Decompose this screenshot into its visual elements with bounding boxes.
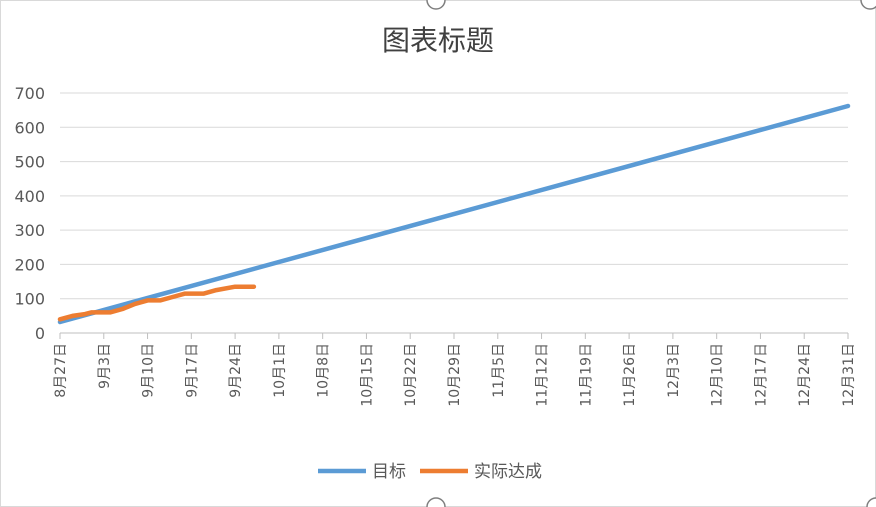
- x-axis: 8月27日 9月3日 9月10日 9月17日 9月24日 10月1日 10月8日 10月15日…: [53, 333, 857, 407]
- resize-handle-bottom-right[interactable]: [867, 498, 876, 507]
- x-tick-label: 10月1日: [272, 343, 288, 398]
- y-tick-label: 700: [14, 84, 45, 103]
- x-tick-label: 12月10日: [710, 343, 726, 407]
- plot-series: [60, 106, 848, 322]
- series-line-1: [60, 287, 254, 320]
- resize-handle-top[interactable]: [427, 0, 445, 9]
- x-tick-label: 11月12日: [535, 343, 551, 407]
- series-line-0: [60, 106, 848, 322]
- x-tick-label: 10月22日: [403, 343, 419, 407]
- x-tick-label: 11月5日: [491, 343, 507, 398]
- x-tick-label: 9月3日: [97, 343, 113, 389]
- x-tick-label: 12月17日: [753, 343, 769, 407]
- x-tick-label: 10月8日: [316, 343, 332, 398]
- legend: 目标 实际达成: [318, 462, 542, 482]
- y-tick-label: 300: [14, 221, 45, 240]
- legend-label: 目标: [372, 462, 406, 482]
- y-axis: 0 100 200 300 400 500 600 700: [14, 84, 45, 343]
- y-tick-label: 200: [14, 255, 45, 274]
- x-tick-label: 11月26日: [622, 343, 638, 407]
- x-tick-label: 11月19日: [578, 343, 594, 407]
- x-tick-label: 12月3日: [666, 343, 682, 398]
- y-tick-label: 500: [14, 153, 45, 172]
- x-tick-label: 9月10日: [141, 343, 157, 398]
- y-tick-label: 600: [14, 118, 45, 137]
- x-tick-label: 12月24日: [797, 343, 813, 407]
- gridlines: [60, 93, 848, 299]
- x-tick-label: 10月29日: [447, 343, 463, 407]
- resize-handle-bottom[interactable]: [427, 498, 445, 507]
- y-tick-label: 100: [14, 290, 45, 309]
- x-tick-label: 10月15日: [359, 343, 375, 407]
- resize-handle-top-right[interactable]: [861, 0, 876, 9]
- y-tick-label: 0: [35, 324, 45, 343]
- legend-label: 实际达成: [474, 462, 542, 482]
- x-tick-label: 9月24日: [228, 343, 244, 398]
- x-tick-label: 9月17日: [184, 343, 200, 398]
- y-tick-label: 400: [14, 187, 45, 206]
- chart-title: 图表标题: [382, 24, 494, 57]
- x-tick-label: 12月31日: [841, 343, 857, 407]
- x-tick-label: 8月27日: [53, 343, 69, 398]
